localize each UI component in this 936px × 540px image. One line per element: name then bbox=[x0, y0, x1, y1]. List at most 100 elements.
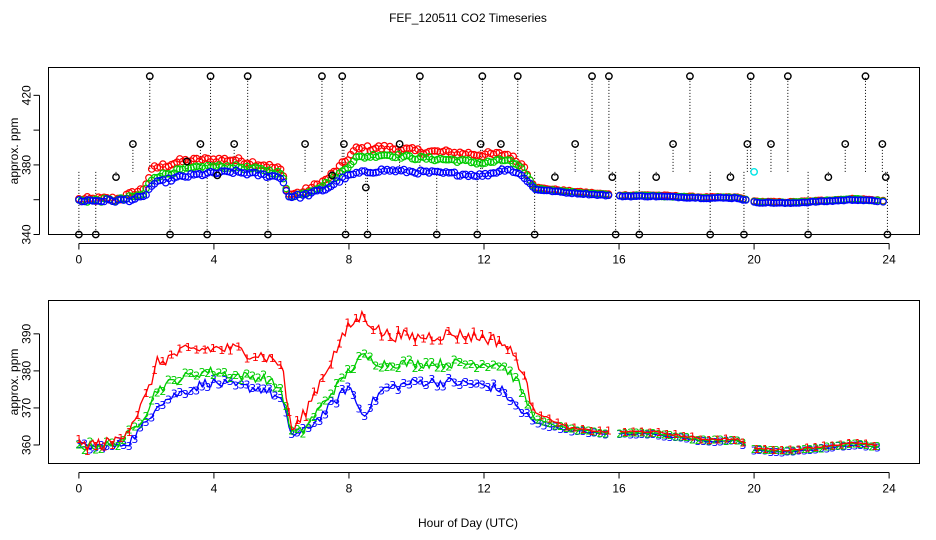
series-marker: 3 bbox=[661, 430, 668, 443]
series-marker: 3 bbox=[103, 440, 110, 453]
series-marker: 3 bbox=[863, 440, 870, 453]
top-panel-data bbox=[74, 72, 892, 239]
series-marker: 1 bbox=[218, 344, 225, 357]
series-marker: 3 bbox=[762, 445, 769, 458]
series-marker: 1 bbox=[445, 325, 452, 338]
series-marker: 3 bbox=[244, 379, 251, 392]
series-marker: 2 bbox=[661, 429, 668, 442]
series-marker: 1 bbox=[588, 425, 595, 438]
data-point bbox=[769, 199, 778, 207]
series-marker: 2 bbox=[356, 350, 363, 363]
series-marker: 3 bbox=[462, 376, 469, 389]
data-point bbox=[699, 194, 708, 203]
data-point bbox=[800, 198, 809, 207]
series-marker: 1 bbox=[117, 432, 124, 445]
data-point bbox=[842, 196, 851, 204]
data-point bbox=[683, 194, 691, 202]
series-marker: 3 bbox=[678, 432, 685, 445]
series-marker: 3 bbox=[316, 415, 323, 428]
series-marker: 3 bbox=[216, 379, 223, 392]
series-marker: 3 bbox=[784, 446, 791, 459]
series-marker: 2 bbox=[496, 361, 503, 374]
top-x-tick-label: 20 bbox=[747, 253, 761, 267]
data-point bbox=[688, 193, 697, 202]
outlier-point bbox=[328, 171, 336, 180]
data-point bbox=[685, 194, 694, 202]
series-marker: 3 bbox=[622, 428, 629, 441]
series-marker: 1 bbox=[655, 426, 662, 439]
series-marker: 1 bbox=[546, 413, 553, 426]
series-marker: 1 bbox=[176, 342, 183, 355]
series-marker: 3 bbox=[322, 408, 329, 421]
series-marker: 2 bbox=[574, 425, 581, 438]
series-marker: 1 bbox=[227, 344, 234, 357]
series-marker: 3 bbox=[277, 392, 284, 405]
top-x-tick-label: 24 bbox=[882, 253, 896, 267]
series-marker: 1 bbox=[244, 353, 251, 366]
bottom-x-tick-label: 12 bbox=[477, 482, 491, 496]
data-point bbox=[142, 191, 150, 199]
series-marker: 3 bbox=[434, 381, 441, 394]
series-marker: 1 bbox=[672, 428, 679, 441]
data-point bbox=[402, 144, 411, 153]
data-point bbox=[372, 168, 380, 177]
series-marker: 2 bbox=[706, 434, 713, 447]
series-marker: 1 bbox=[109, 439, 116, 452]
outlier-point bbox=[230, 140, 239, 148]
series-marker: 2 bbox=[406, 354, 413, 367]
series-marker: 1 bbox=[75, 433, 82, 446]
series-marker: 2 bbox=[154, 387, 161, 400]
outlier-point bbox=[112, 173, 120, 181]
data-point bbox=[660, 192, 669, 201]
data-point bbox=[713, 193, 722, 202]
top-panel-axes: 0 4 8 12 16 20 24 340 380 420 bbox=[20, 85, 897, 266]
data-point bbox=[666, 192, 674, 201]
outlier-point bbox=[550, 173, 559, 181]
series-marker: 3 bbox=[529, 415, 536, 428]
series-line bbox=[78, 309, 609, 454]
series-marker: 3 bbox=[768, 446, 775, 459]
series-marker: 1 bbox=[269, 352, 276, 365]
series-marker: 1 bbox=[697, 433, 704, 446]
series-marker: 2 bbox=[529, 410, 536, 423]
series-marker: 1 bbox=[395, 324, 402, 337]
series-marker: 3 bbox=[350, 389, 357, 402]
bottom-series-2: 2222222222222222222222222222222222222222… bbox=[75, 348, 881, 458]
series-marker: 3 bbox=[835, 440, 842, 453]
data-point bbox=[344, 171, 352, 180]
bottom-y-tick-label: 390 bbox=[20, 324, 34, 344]
series-marker: 2 bbox=[199, 366, 206, 379]
series-marker: 2 bbox=[389, 361, 396, 374]
data-point bbox=[856, 196, 865, 204]
data-point bbox=[643, 192, 652, 201]
series-marker: 2 bbox=[790, 445, 797, 458]
series-marker: 2 bbox=[171, 374, 178, 387]
data-point bbox=[755, 199, 764, 207]
series-marker: 3 bbox=[154, 401, 161, 414]
series-marker: 2 bbox=[857, 438, 864, 451]
series-marker: 2 bbox=[350, 363, 357, 376]
series-marker: 3 bbox=[756, 444, 763, 457]
bottom-panel: 3333333333333333333333333333333333333333… bbox=[7, 300, 920, 496]
series-marker: 2 bbox=[672, 431, 679, 444]
series-marker: 2 bbox=[734, 434, 741, 447]
series-marker: 2 bbox=[655, 428, 662, 441]
series-marker: 3 bbox=[501, 387, 508, 400]
series-marker: 2 bbox=[176, 375, 183, 388]
series-marker: 3 bbox=[120, 439, 127, 452]
top-x-tick-label: 4 bbox=[211, 253, 218, 267]
data-point bbox=[173, 165, 181, 173]
series-marker: 1 bbox=[571, 422, 578, 435]
series-marker: 1 bbox=[804, 441, 811, 454]
data-point bbox=[820, 197, 829, 206]
series-marker: 3 bbox=[300, 422, 307, 435]
series-marker: 1 bbox=[529, 401, 536, 414]
series-marker: 2 bbox=[103, 436, 110, 449]
series-marker: 2 bbox=[434, 362, 441, 375]
bottom-x-tick-label: 24 bbox=[882, 482, 896, 496]
series-marker: 1 bbox=[260, 352, 267, 365]
series-line bbox=[619, 431, 747, 446]
data-point bbox=[854, 196, 862, 205]
data-point bbox=[814, 197, 823, 206]
data-point bbox=[587, 190, 596, 199]
